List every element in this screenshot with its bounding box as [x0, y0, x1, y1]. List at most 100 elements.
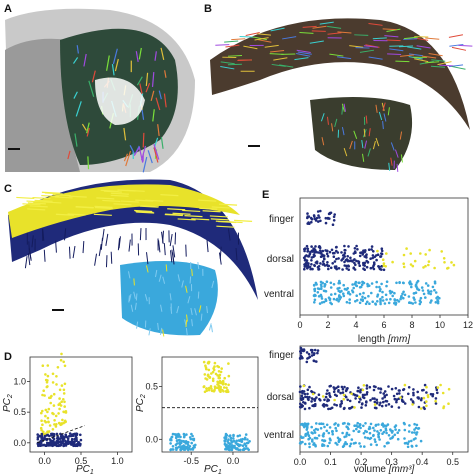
strip-point: [318, 216, 321, 219]
strip-point: [364, 422, 367, 425]
fiber: [181, 280, 184, 288]
pca-point: [224, 436, 228, 439]
strip-point: [365, 387, 369, 390]
strip-point: [329, 286, 333, 289]
strip-point: [434, 402, 438, 405]
fiber: [297, 51, 312, 55]
fiber: [389, 48, 404, 52]
strip-point: [371, 256, 375, 260]
strip-point: [317, 295, 321, 298]
strip-point: [378, 289, 382, 293]
fiber: [73, 91, 78, 99]
fiber: [164, 213, 183, 217]
strip-point: [336, 251, 340, 254]
fiber: [197, 261, 200, 270]
pca-point: [50, 440, 53, 443]
fiber: [68, 246, 71, 259]
strip-point: [342, 397, 346, 401]
strip-point: [328, 437, 332, 441]
length-cat-finger: finger: [269, 214, 295, 225]
strip-point: [348, 293, 352, 296]
fiber: [341, 103, 345, 112]
strip-point: [390, 436, 394, 440]
pca-point: [235, 447, 238, 451]
pca-point: [170, 438, 173, 442]
strip-point: [408, 424, 411, 427]
fiber: [150, 90, 155, 102]
strip-point: [365, 393, 369, 396]
pca-point: [70, 440, 74, 443]
strip-point: [433, 266, 436, 270]
pca-point: [62, 360, 65, 364]
strip-point: [380, 404, 384, 408]
fiber: [55, 240, 57, 253]
fiber: [27, 202, 46, 205]
pca-point: [52, 392, 56, 396]
x-tick-label: 4: [353, 320, 358, 330]
strip-point: [301, 396, 305, 400]
pca-point: [41, 364, 45, 368]
pca-point: [214, 372, 218, 376]
strip-point: [310, 351, 314, 354]
strip-point: [355, 244, 358, 248]
strip-point: [319, 280, 323, 284]
strip-point: [377, 423, 380, 426]
strip-point: [318, 422, 321, 426]
strip-point: [372, 426, 375, 430]
fiber: [163, 93, 167, 108]
x-tick-label: 0.2: [355, 457, 368, 467]
fiber: [139, 83, 143, 94]
strip-point: [402, 265, 406, 269]
strip-point: [412, 388, 415, 391]
strip-point: [354, 263, 357, 267]
strip-point: [318, 397, 321, 401]
strip-point: [367, 294, 370, 298]
pca-point: [44, 408, 48, 412]
pca-point: [227, 383, 230, 387]
strip-point: [299, 406, 303, 409]
fiber: [404, 36, 419, 40]
fiber: [74, 133, 78, 147]
pca-point: [229, 439, 233, 442]
strip-point: [434, 399, 437, 403]
strip-point: [429, 290, 433, 293]
strip-point: [326, 261, 329, 264]
strip-point: [348, 407, 351, 410]
strip-point: [417, 427, 420, 430]
y-tick-label: 1.0: [13, 377, 26, 387]
strip-point: [401, 399, 404, 403]
fiber: [235, 247, 238, 261]
pca-point: [179, 435, 182, 439]
strip-point: [358, 442, 361, 445]
pca-point: [241, 444, 245, 448]
strip-point: [346, 254, 350, 258]
pca-point: [224, 445, 228, 448]
pca-point: [211, 389, 215, 393]
fiber: [309, 40, 324, 44]
strip-point: [402, 388, 406, 391]
strip-point: [302, 384, 306, 388]
strip-point: [447, 266, 450, 270]
strip-point: [417, 288, 421, 292]
strip-point: [355, 259, 358, 263]
fiber: [403, 38, 418, 40]
strip-point: [385, 252, 388, 255]
strip-point: [374, 440, 377, 444]
strip-point: [381, 299, 385, 302]
strip-point: [361, 393, 365, 397]
strip-point: [306, 250, 309, 253]
pca-point: [178, 439, 182, 442]
strip-point: [323, 425, 326, 429]
fiber: [264, 44, 279, 48]
fiber: [88, 80, 95, 97]
fiber: [110, 192, 129, 195]
strip-point: [361, 298, 365, 301]
strip-point: [351, 405, 354, 409]
strip-point: [307, 215, 311, 218]
strip-point: [363, 445, 366, 448]
fiber: [199, 207, 218, 210]
strip-point: [396, 431, 400, 435]
fiber: [120, 200, 139, 203]
strip-point: [429, 301, 432, 304]
strip-point: [379, 391, 382, 394]
